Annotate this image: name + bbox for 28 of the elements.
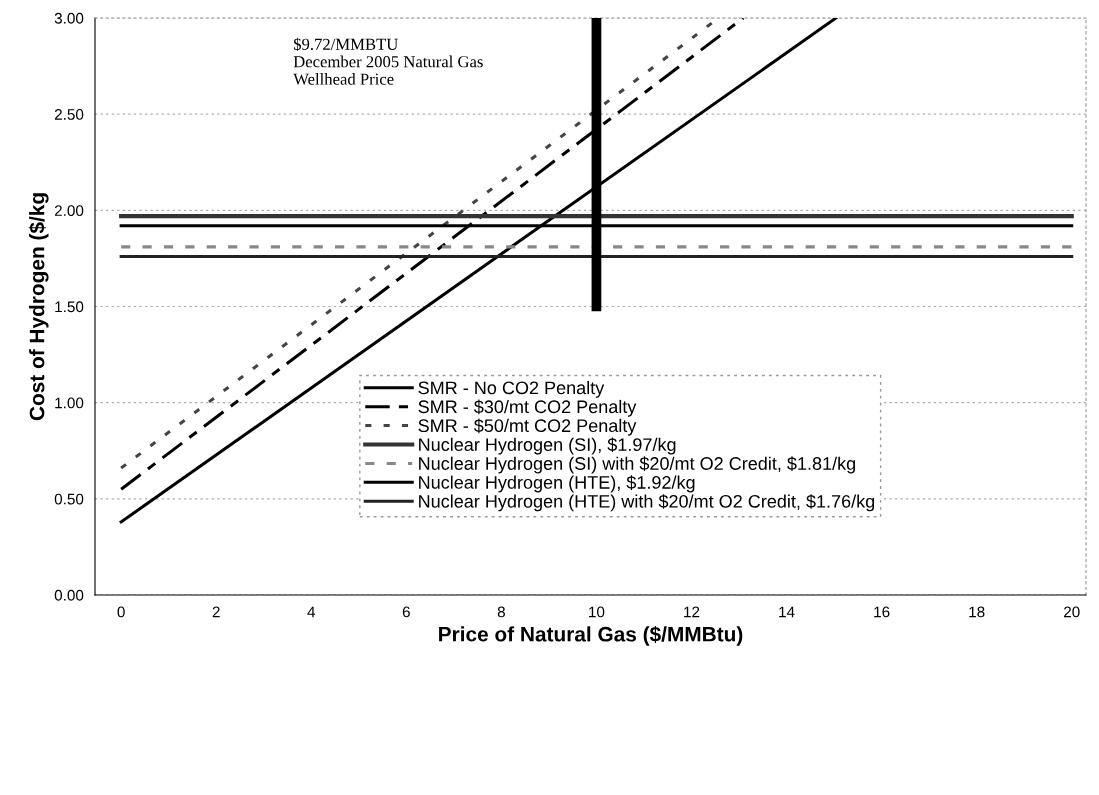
x-tick-label: 8 bbox=[497, 606, 505, 618]
legend-label: Nuclear Hydrogen (SI), $1.97/kg bbox=[419, 437, 676, 455]
y-tick-label: 0.50 bbox=[54, 493, 84, 505]
x-tick-label: 14 bbox=[779, 606, 795, 618]
x-axis-title: Price of Natural Gas ($/MMBtu) bbox=[439, 625, 743, 646]
x-tick-label: 2 bbox=[212, 606, 220, 618]
legend-label: SMR - No CO2 Penalty bbox=[418, 380, 605, 398]
x-tick-label: 4 bbox=[307, 606, 316, 618]
x-tick-label: 18 bbox=[969, 606, 985, 618]
x-tick-label: 6 bbox=[402, 606, 410, 618]
x-tick-label: 10 bbox=[589, 606, 605, 618]
y-axis-title: Cost of Hydrogen ($/kg bbox=[28, 193, 49, 421]
x-tick-label: 0 bbox=[117, 606, 125, 618]
legend-label: Nuclear Hydrogen (SI) with $20/mt O2 Credit, $1.81/kg bbox=[419, 456, 856, 474]
x-tick-label: 20 bbox=[1064, 606, 1080, 618]
y-tick-label: 2.50 bbox=[54, 109, 84, 120]
x-tick-label: 16 bbox=[874, 606, 890, 618]
y-tick-label: 0.00 bbox=[54, 589, 84, 601]
legend-label: Nuclear Hydrogen (HTE), $1.92/kg bbox=[419, 475, 695, 493]
x-tick-label: 12 bbox=[684, 606, 700, 618]
y-tick-label: 1.50 bbox=[55, 301, 84, 313]
legend-label: SMR - $30/mt CO2 Penalty bbox=[418, 399, 637, 417]
y-tick-label: 2.00 bbox=[54, 205, 84, 217]
annotation: $9.72/MMBTU December 2005 Natural Gas Wellhead Price bbox=[293, 37, 483, 85]
legend-label: SMR - $50/mt CO2 Penalty bbox=[418, 418, 637, 436]
y-tick-label: 1.00 bbox=[55, 397, 84, 409]
legend-label: Nuclear Hydrogen (HTE) with $20/mt O2 Credit, $1.76/kg bbox=[419, 494, 875, 512]
y-tick-label: 3.00 bbox=[54, 12, 84, 24]
